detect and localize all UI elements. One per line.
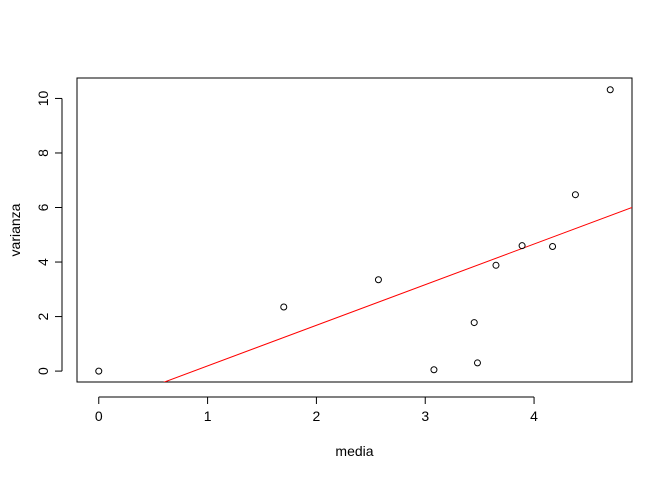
- data-point: [572, 192, 578, 198]
- data-point: [493, 262, 499, 268]
- data-point: [519, 243, 525, 249]
- data-point: [474, 360, 480, 366]
- x-axis-label: media: [335, 443, 373, 459]
- fit-line-layer: [77, 207, 632, 414]
- points-layer: [96, 87, 613, 374]
- regression-line: [77, 207, 632, 414]
- y-axis-label: varianza: [7, 203, 23, 256]
- data-point: [96, 368, 102, 374]
- y-tick-label: 0: [35, 367, 51, 375]
- x-tick-label: 1: [204, 408, 212, 424]
- data-point: [375, 277, 381, 283]
- data-point: [607, 87, 613, 93]
- y-tick-label: 8: [35, 149, 51, 157]
- x-tick-label: 0: [95, 408, 103, 424]
- axes: 0 1 2 3 4 0 2 4 6 8 10: [35, 78, 632, 424]
- y-tick-label: 6: [35, 203, 51, 211]
- y-tick-label: 2: [35, 312, 51, 320]
- x-tick-label: 3: [421, 408, 429, 424]
- x-tick-label: 4: [530, 408, 538, 424]
- data-point: [281, 304, 287, 310]
- data-point: [550, 243, 556, 249]
- plot-frame: [77, 78, 632, 382]
- x-tick-label: 2: [313, 408, 321, 424]
- y-tick-label: 10: [35, 90, 51, 106]
- data-point: [471, 320, 477, 326]
- y-tick-label: 4: [35, 258, 51, 266]
- data-point: [431, 367, 437, 373]
